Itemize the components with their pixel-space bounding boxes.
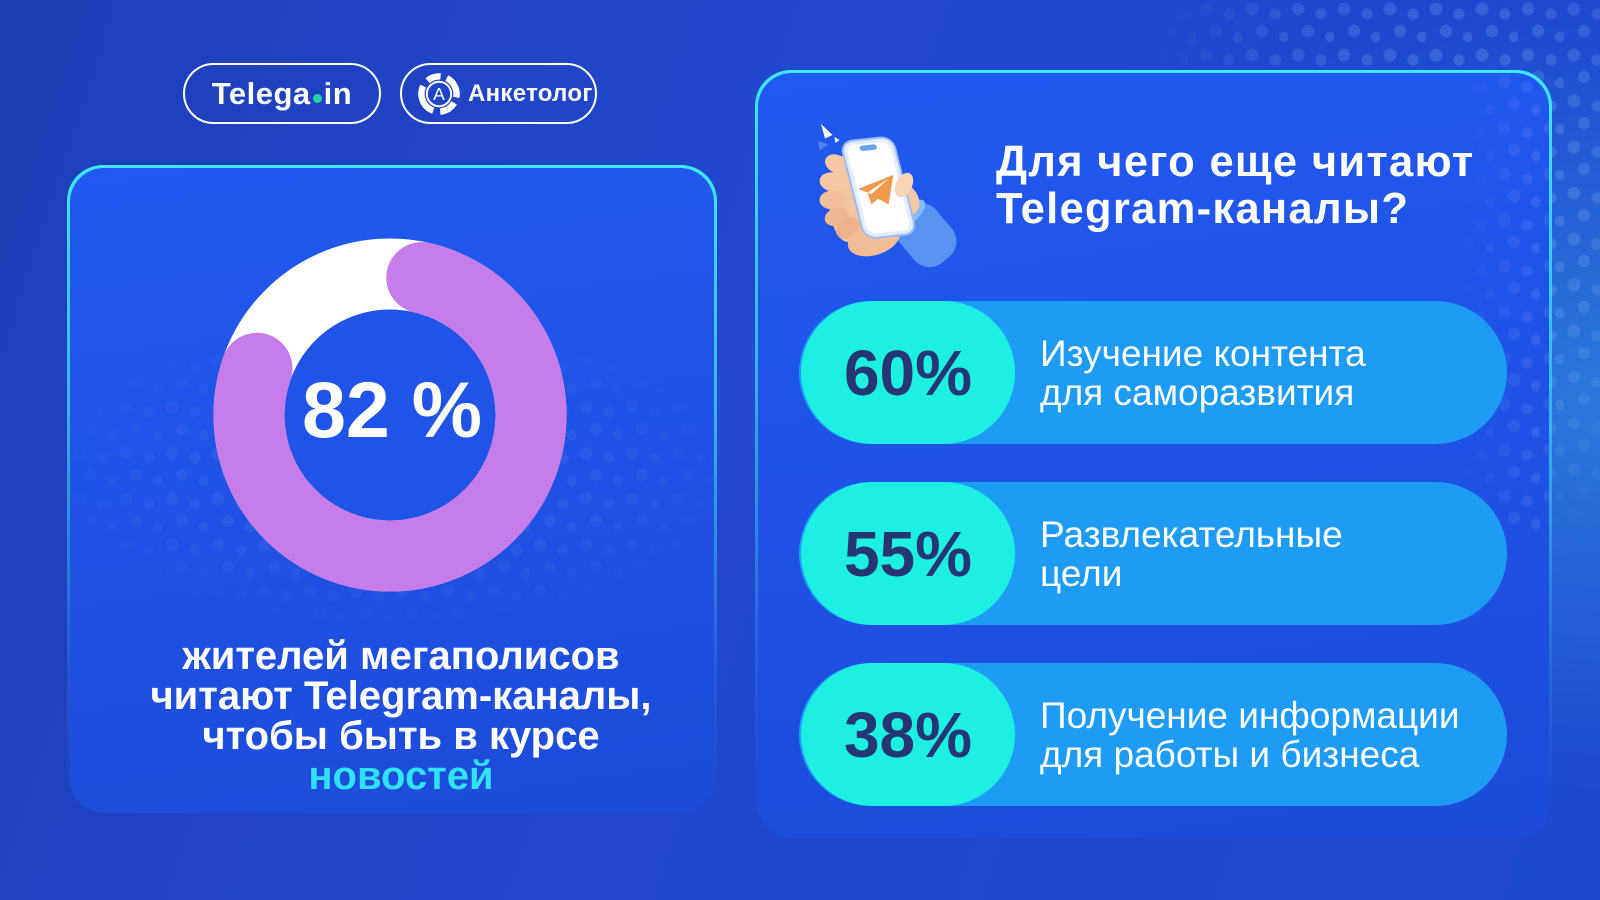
svg-text:A: A (433, 84, 445, 104)
